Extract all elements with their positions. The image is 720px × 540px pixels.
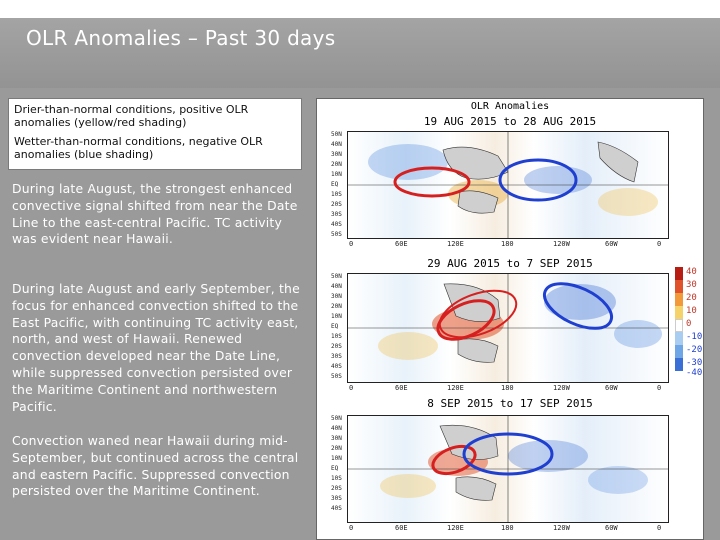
lat-label: 10N	[331, 313, 342, 320]
map-2-period: 29 AUG 2015 to 7 SEP 2015	[427, 257, 593, 270]
map-1-lon-labels: 0 60E 120E 180 120W 60W 0	[347, 240, 669, 249]
colorbar-label: 40	[686, 267, 697, 277]
map-3-graphic	[348, 416, 668, 522]
olr-figure-panel: OLR Anomalies 19 AUG 2015 to 28 AUG 2015…	[316, 98, 704, 540]
colorbar-label: -10	[686, 332, 703, 342]
legend-wetter: Wetter-than-normal conditions, negative …	[14, 135, 263, 161]
colorbar-label: -40	[686, 368, 703, 378]
olr-map-3	[347, 415, 669, 523]
lat-label: 40N	[331, 425, 342, 432]
lat-label: 10S	[331, 333, 342, 340]
lat-label: 20N	[331, 161, 342, 168]
paragraph-mid-september: Convection waned near Hawaii during mid-…	[12, 433, 299, 499]
colorbar-swatch	[675, 358, 683, 371]
map-1-graphic	[348, 132, 668, 238]
lat-label: 50S	[331, 231, 342, 238]
lon-label: 120W	[553, 384, 570, 392]
lat-label: 30N	[331, 151, 342, 158]
lat-label: 40S	[331, 221, 342, 228]
lat-label: 30N	[331, 435, 342, 442]
colorbar-swatch	[675, 332, 683, 345]
lat-label: 30N	[331, 293, 342, 300]
lat-label: 30S	[331, 495, 342, 502]
lon-label: 60E	[395, 240, 408, 248]
lon-label: 60W	[605, 524, 618, 532]
colorbar-swatch	[675, 306, 683, 319]
colorbar-label: 0	[686, 319, 692, 329]
lat-label: 10N	[331, 171, 342, 178]
lon-label: 180	[501, 524, 514, 532]
colorbar-swatch	[675, 345, 683, 358]
map-2-lon-labels: 0 60E 120E 180 120W 60W 0	[347, 384, 669, 393]
lat-label: 20S	[331, 343, 342, 350]
lat-label: EQ	[331, 323, 339, 330]
legend-box: Drier-than-normal conditions, positive O…	[8, 98, 302, 170]
lat-label: 20S	[331, 201, 342, 208]
map-3-period: 8 SEP 2015 to 17 SEP 2015	[427, 397, 593, 410]
lon-label: 60E	[395, 524, 408, 532]
lat-label: 10S	[331, 191, 342, 198]
lat-label: 40N	[331, 283, 342, 290]
map-2-graphic	[348, 274, 668, 382]
lat-label: 40N	[331, 141, 342, 148]
lat-label: 50N	[331, 415, 342, 422]
paragraph-late-august: During late August, the strongest enhanc…	[12, 181, 298, 247]
top-strip	[0, 0, 720, 18]
lon-label: 0	[349, 240, 354, 248]
lon-label: 0	[657, 524, 662, 532]
lon-label: 180	[501, 240, 514, 248]
lat-label: 40S	[331, 363, 342, 370]
lon-label: 0	[657, 240, 662, 248]
paragraph-early-september: During late August and early September, …	[12, 281, 300, 414]
lon-label: 0	[349, 524, 354, 532]
page-title: OLR Anomalies – Past 30 days	[26, 26, 336, 50]
lon-label: 0	[657, 384, 662, 392]
lon-label: 120E	[447, 384, 464, 392]
colorbar-swatch	[675, 267, 683, 280]
lon-label: 60W	[605, 240, 618, 248]
colorbar-label: -20	[686, 345, 703, 355]
lat-label: 50N	[331, 273, 342, 280]
map-2-lat-labels: 50N 40N 30N 20N 10N EQ 10S 20S 30S 40S 5…	[331, 273, 347, 383]
lat-label: 50N	[331, 131, 342, 138]
lat-label: EQ	[331, 465, 339, 472]
colorbar-swatch	[675, 280, 683, 293]
colorbar-swatch	[675, 293, 683, 306]
lon-label: 120E	[447, 524, 464, 532]
lon-label: 0	[349, 384, 354, 392]
colorbar-swatch	[675, 319, 683, 332]
lat-label: 30S	[331, 353, 342, 360]
lat-label: 20S	[331, 485, 342, 492]
lon-label: 120W	[553, 240, 570, 248]
lat-label: 10N	[331, 455, 342, 462]
map-3-lat-labels: 50N 40N 30N 20N 10N EQ 10S 20S 30S 40S	[331, 415, 347, 523]
lon-label: 120E	[447, 240, 464, 248]
olr-map-2	[347, 273, 669, 383]
colorbar-label: 20	[686, 293, 697, 303]
lon-label: 180	[501, 384, 514, 392]
colorbar-label: 10	[686, 306, 697, 316]
lat-label: EQ	[331, 181, 339, 188]
lat-label: 40S	[331, 505, 342, 512]
colorbar-label: -30	[686, 358, 703, 368]
colorbar-label: 30	[686, 280, 697, 290]
lon-label: 120W	[553, 524, 570, 532]
olr-map-1	[347, 131, 669, 239]
map-3-lon-labels: 0 60E 120E 180 120W 60W 0	[347, 524, 669, 533]
title-bar: OLR Anomalies – Past 30 days	[0, 18, 720, 88]
map-1-lat-labels: 50N 40N 30N 20N 10N EQ 10S 20S 30S 40S 5…	[331, 131, 347, 239]
lat-label: 10S	[331, 475, 342, 482]
figure-header: OLR Anomalies	[470, 101, 550, 112]
legend-drier: Drier-than-normal conditions, positive O…	[14, 103, 249, 129]
lat-label: 30S	[331, 211, 342, 218]
map-1-period: 19 AUG 2015 to 28 AUG 2015	[423, 115, 597, 128]
lat-label: 50S	[331, 373, 342, 380]
lat-label: 20N	[331, 445, 342, 452]
lon-label: 60W	[605, 384, 618, 392]
lon-label: 60E	[395, 384, 408, 392]
lat-label: 20N	[331, 303, 342, 310]
